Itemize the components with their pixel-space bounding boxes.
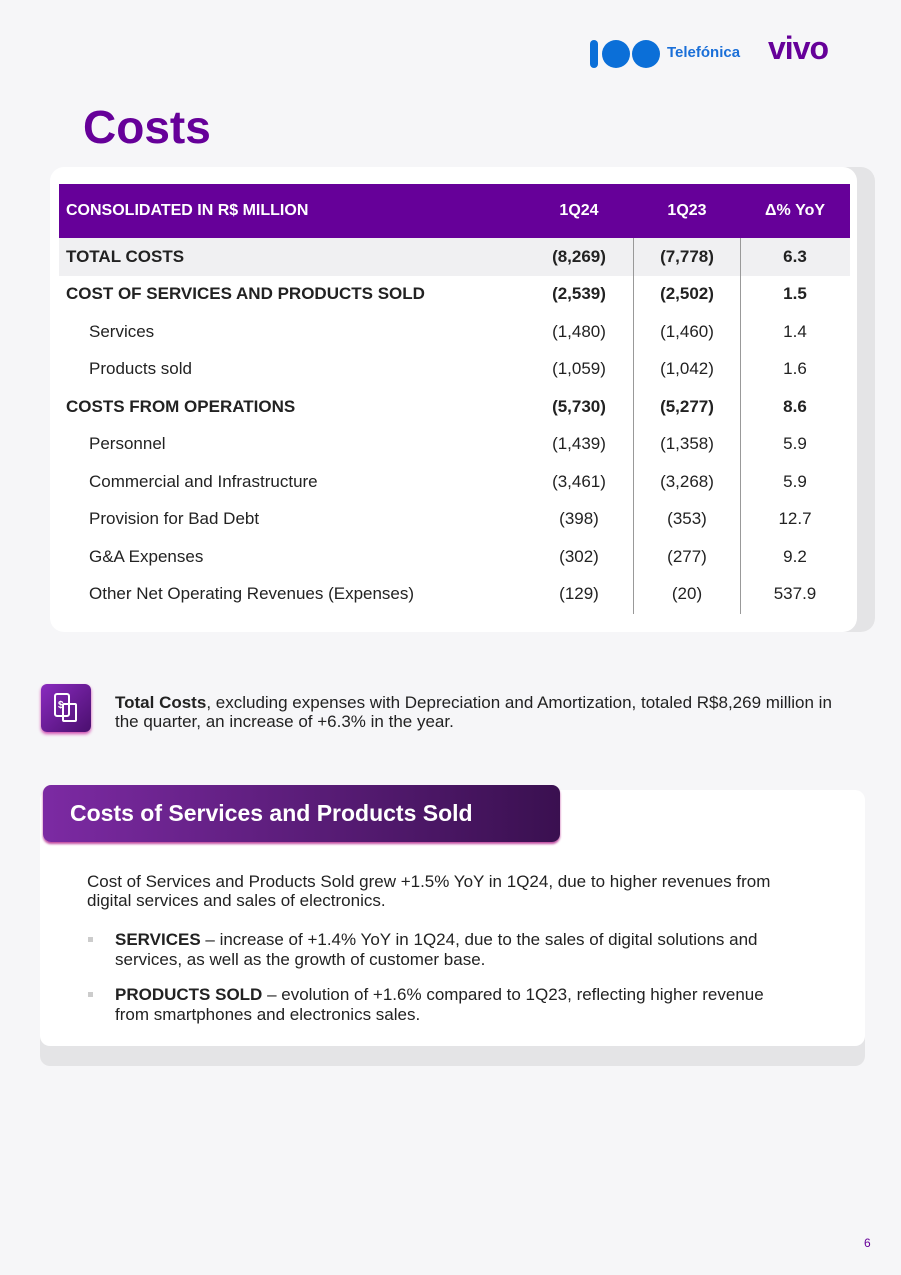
table-cell: Commercial and Infrastructure — [89, 471, 318, 491]
table-cell: (302) — [559, 546, 599, 566]
table-cell: 12.7 — [778, 509, 812, 529]
table-cell: 1.4 — [783, 321, 807, 341]
table-cell: (129) — [559, 584, 599, 604]
paragraph: Cost of Services and Products Sold grew … — [87, 872, 771, 910]
table-cell: (1,042) — [660, 359, 714, 379]
bullet-marker — [88, 992, 93, 997]
table-cell: Provision for Bad Debt — [89, 509, 260, 529]
table-cell: 1.6 — [783, 359, 807, 379]
table-cell: Personnel — [89, 434, 166, 454]
table-cell: 5.9 — [783, 471, 807, 491]
table-row: COST OF SERVICES AND PRODUCTS SOLD (2,539… — [59, 276, 850, 314]
svg-text:$: $ — [58, 700, 64, 711]
table-cell: G&A Expenses — [89, 546, 204, 566]
bullet-term: SERVICES — [115, 930, 201, 949]
column-separator — [740, 238, 741, 614]
note-text: , excluding expenses with Depreciation a… — [115, 693, 832, 731]
table-row: Provision for Bad Debt (398) (353) 12.7 — [59, 501, 850, 539]
table-cell: (398) — [559, 509, 599, 529]
table-cell: 5.9 — [783, 434, 807, 454]
table-cell: (2,539) — [552, 284, 606, 304]
column-header: CONSOLIDATED IN R$ MILLION — [66, 202, 309, 219]
table-cell: Services — [89, 321, 155, 341]
table-cell: 9.2 — [783, 546, 807, 566]
bullet-marker — [88, 937, 93, 942]
note: Total Costs, excluding expenses with Dep… — [115, 693, 835, 731]
note-icon: $ — [41, 684, 91, 732]
table-cell: (1,480) — [552, 321, 606, 341]
bullet-term: PRODUCTS SOLD — [115, 985, 263, 1004]
bullet: PRODUCTS SOLD – evolution of +1.6% compa… — [115, 985, 775, 1025]
table-row: Services (1,480) (1,460) 1.4 — [59, 313, 850, 351]
bullet-text: – evolution of +1.6% compared to 1Q23, r… — [115, 985, 764, 1024]
table-cell: (277) — [667, 546, 707, 566]
table-cell: (1,439) — [552, 434, 606, 454]
bullet: SERVICES – increase of +1.4% YoY in 1Q24… — [115, 930, 775, 970]
table-cell: Other Net Operating Revenues (Expenses) — [89, 584, 415, 604]
table-cell: (2,502) — [660, 284, 714, 304]
table-cell: (5,730) — [552, 396, 606, 416]
table-row: Personnel (1,439) (1,358) 5.9 — [59, 426, 850, 464]
table-cell: (7,778) — [660, 246, 714, 266]
table-row: TOTAL COSTS (8,269) (7,778) 6.3 — [59, 238, 850, 276]
table-cell: (1,358) — [660, 434, 714, 454]
table-cell: (3,268) — [660, 471, 714, 491]
table-header: CONSOLIDATED IN R$ MILLION 1Q24 1Q23 Δ% … — [59, 184, 850, 238]
table-row: Commercial and Infrastructure (3,461) (3,2… — [59, 463, 850, 501]
table-row: Products sold (1,059) (1,042) 1.6 — [59, 351, 850, 389]
page-number: 6 — [864, 1236, 871, 1250]
bullet-text: – increase of +1.4% YoY in 1Q24, due to … — [115, 930, 758, 969]
table-cell: (8,269) — [552, 246, 606, 266]
table-cell: COST OF SERVICES AND PRODUCTS SOLD — [66, 284, 425, 304]
table-cell: (3,461) — [552, 471, 606, 491]
brand: Telefónica — [667, 44, 741, 61]
table-cell: (1,460) — [660, 321, 714, 341]
table-cell: 6.3 — [783, 246, 807, 266]
table-cell: (5,277) — [660, 396, 714, 416]
column-header: 1Q24 — [559, 202, 599, 219]
table-cell: 1.5 — [783, 284, 807, 304]
table-cell: Products sold — [89, 359, 192, 379]
column-header: 1Q23 — [667, 202, 707, 219]
table-cell: TOTAL COSTS — [66, 246, 185, 266]
page-title: Costs — [83, 101, 211, 153]
table-cell: (1,059) — [552, 359, 606, 379]
column-separator — [633, 238, 634, 614]
section-title: Costs of Services and Products Sold — [43, 785, 560, 842]
table-cell: COSTS FROM OPERATIONS — [66, 396, 296, 416]
table-cell: (20) — [671, 584, 703, 604]
table-cell: 8.6 — [783, 396, 807, 416]
logo-mark — [590, 40, 660, 68]
table-cell: (353) — [667, 509, 707, 529]
column-header: Δ% YoY — [764, 202, 826, 219]
table-row: COSTS FROM OPERATIONS (5,730) (5,277) 8.6 — [59, 388, 850, 426]
note-bold: Total Costs — [115, 693, 207, 712]
table-row: Other Net Operating Revenues (Expenses) (… — [59, 576, 850, 614]
table-cell: 537.9 — [773, 584, 817, 604]
table-row: G&A Expenses (302) (277) 9.2 — [59, 538, 850, 576]
brand: vivo — [768, 30, 829, 66]
